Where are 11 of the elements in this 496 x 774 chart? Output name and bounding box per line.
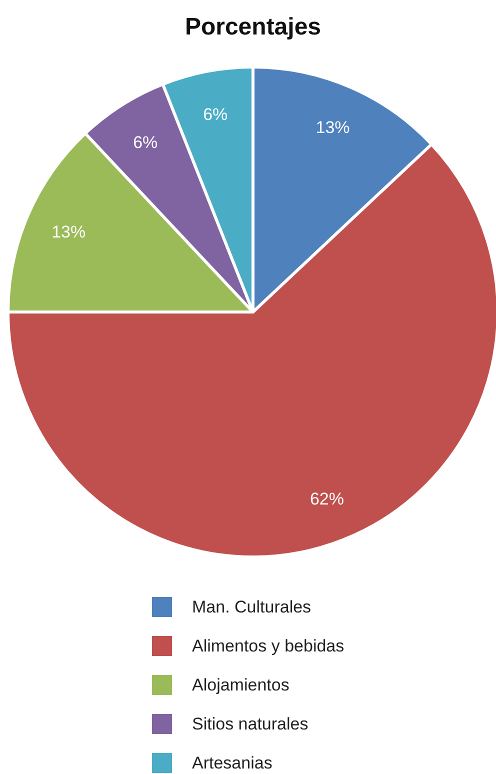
chart-title: Porcentajes xyxy=(184,14,322,40)
legend-label: Sitios naturales xyxy=(192,714,308,734)
data-label: 13% xyxy=(52,222,86,242)
legend-label: Man. Culturales xyxy=(192,598,312,616)
legend-label: Alimentos y bebidas xyxy=(192,636,344,656)
data-label: 62% xyxy=(310,489,344,508)
data-label: 6% xyxy=(133,132,158,152)
legend-label: Alojamientos xyxy=(192,676,290,694)
data-label: 13% xyxy=(316,118,350,138)
legend-label: Artesanias xyxy=(192,754,272,772)
data-label: 6% xyxy=(203,105,228,124)
